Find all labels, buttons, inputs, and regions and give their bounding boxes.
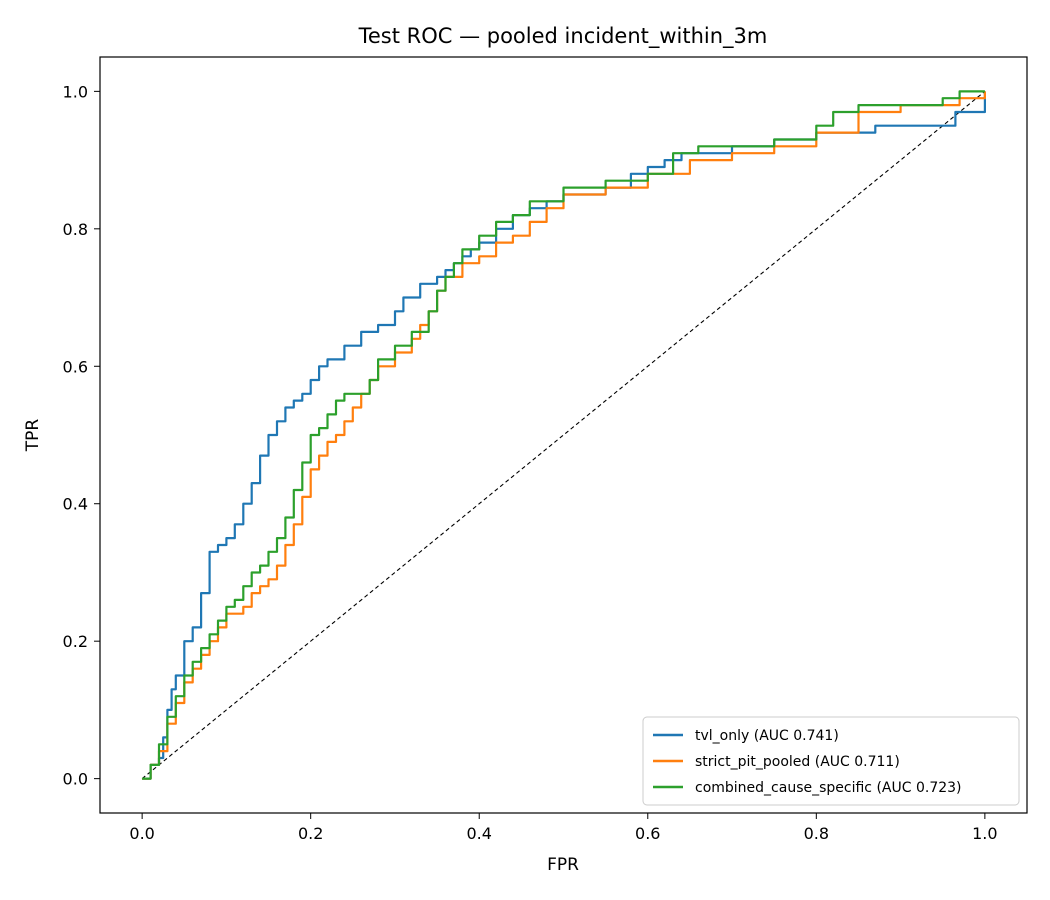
x-tick-label: 0.0 bbox=[129, 824, 154, 843]
y-tick-label: 1.0 bbox=[63, 82, 88, 101]
y-tick-label: 0.8 bbox=[63, 220, 88, 239]
x-tick-label: 0.2 bbox=[298, 824, 323, 843]
legend-box bbox=[642, 716, 1020, 806]
legend-label: combined_cause_specific (AUC 0.723) bbox=[695, 780, 962, 796]
y-tick-label: 0.6 bbox=[63, 357, 88, 376]
x-tick-label: 0.8 bbox=[804, 824, 829, 843]
x-tick-label: 0.6 bbox=[635, 824, 660, 843]
chance-diagonal-layer bbox=[141, 90, 986, 780]
y-tick-label: 0.4 bbox=[63, 495, 88, 514]
chart-title: Test ROC — pooled incident_within_3m bbox=[358, 24, 768, 49]
x-axis-label: FPR bbox=[547, 855, 579, 875]
x-tick-label: 1.0 bbox=[972, 824, 997, 843]
x-tick-label: 0.4 bbox=[467, 824, 492, 843]
chance-diagonal-line bbox=[141, 90, 986, 780]
y-axis-label: TPR bbox=[23, 419, 43, 453]
legend-label: strict_pit_pooled (AUC 0.711) bbox=[695, 754, 900, 770]
plot-frame bbox=[99, 56, 1028, 814]
y-tick-label: 0.0 bbox=[63, 770, 88, 789]
y-axis: 0.0 0.2 0.4 0.6 0.8 1.0 bbox=[63, 82, 100, 789]
series-line-1 bbox=[142, 91, 986, 780]
x-axis: 0.0 0.2 0.4 0.6 0.8 1.0 bbox=[129, 813, 998, 843]
series-layer bbox=[142, 90, 986, 780]
legend: tvl_only (AUC 0.741) strict_pit_pooled (A… bbox=[642, 716, 1020, 806]
series-line-3 bbox=[142, 90, 985, 780]
y-tick-label: 0.2 bbox=[63, 632, 88, 651]
legend-label: tvl_only (AUC 0.741) bbox=[695, 728, 839, 744]
